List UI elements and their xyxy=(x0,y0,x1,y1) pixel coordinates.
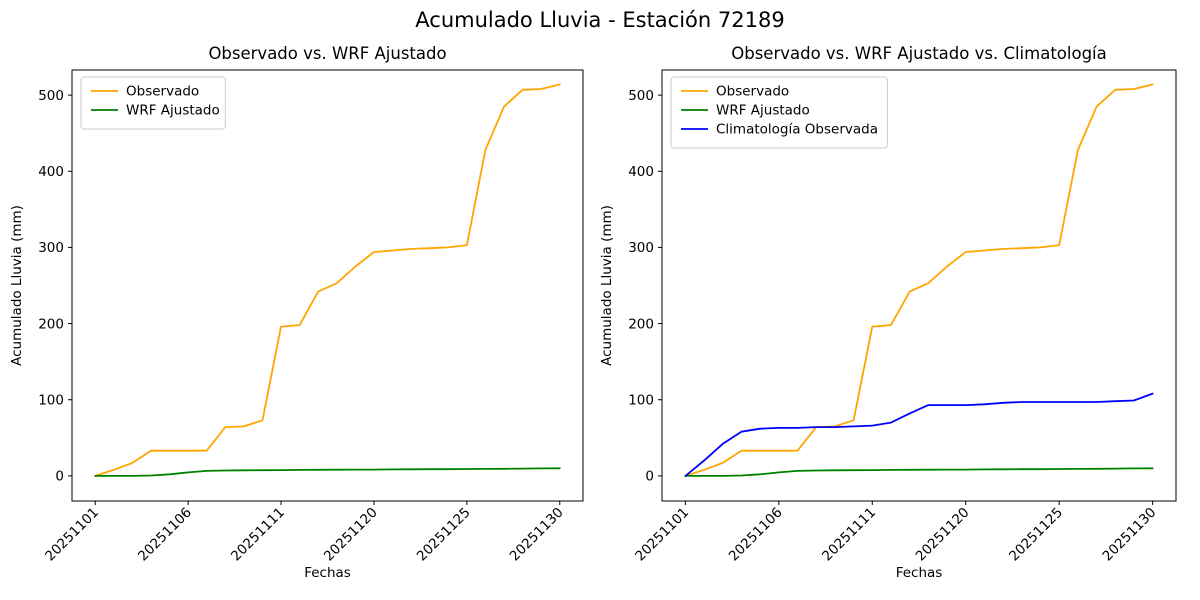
legend: Observado WRF Ajustado Climatología Observ… xyxy=(670,76,888,149)
y-tick-label: 500 xyxy=(38,88,64,104)
legend: Observado WRF Ajustado xyxy=(80,76,226,130)
y-tick-label: 200 xyxy=(38,316,64,332)
x-tick-label: 20251120 xyxy=(321,505,381,565)
climatologia-observada-line xyxy=(684,392,1154,477)
y-axis-label: Acumulado Lluvia (mm) xyxy=(599,205,615,366)
figure-title: Acumulado Lluvia - Estación 72189 xyxy=(415,8,785,32)
x-tick-label: 20251111 xyxy=(819,505,879,565)
axes-frame xyxy=(661,69,1177,502)
axes-frame xyxy=(71,69,584,502)
legend-box xyxy=(670,76,888,149)
wrf-ajustado-line xyxy=(684,467,1154,477)
legend-label: Observado xyxy=(716,84,789,100)
legend-label: Climatología Observada xyxy=(716,122,878,138)
legend-box xyxy=(80,76,226,130)
subplot-title: Observado vs. WRF Ajustado vs. Climatolo… xyxy=(731,44,1107,63)
x-tick-label: 20251130 xyxy=(507,505,567,565)
observado-line xyxy=(684,83,1154,477)
x-tick-label: 20251106 xyxy=(726,505,786,565)
x-axis-label: Fechas xyxy=(896,565,943,581)
x-axis-label: Fechas xyxy=(304,565,351,581)
x-tick-label: 20251125 xyxy=(414,505,474,565)
observado-line xyxy=(94,83,561,477)
y-axis-label: Acumulado Lluvia (mm) xyxy=(9,205,25,366)
y-tick-label: 500 xyxy=(628,88,654,104)
y-tick-label: 400 xyxy=(628,164,654,180)
x-tick-label: 20251106 xyxy=(135,505,195,565)
legend-label: WRF Ajustado xyxy=(126,103,220,119)
wrf-ajustado-line xyxy=(94,467,561,477)
y-tick-label: 100 xyxy=(628,392,654,408)
y-tick-label: 300 xyxy=(628,240,654,256)
legend-label: Observado xyxy=(126,84,199,100)
x-tick-label: 20251120 xyxy=(913,505,973,565)
y-tick-label: 200 xyxy=(628,316,654,332)
legend-label: WRF Ajustado xyxy=(716,103,810,119)
x-tick-label: 20251101 xyxy=(632,505,692,565)
y-tick-label: 0 xyxy=(55,469,64,485)
y-tick-label: 400 xyxy=(38,164,64,180)
y-tick-label: 300 xyxy=(38,240,64,256)
x-tick-label: 20251130 xyxy=(1100,505,1160,565)
x-tick-label: 20251111 xyxy=(228,505,288,565)
y-tick-label: 0 xyxy=(645,469,654,485)
x-tick-label: 20251125 xyxy=(1006,505,1066,565)
x-tick-label: 20251101 xyxy=(42,505,102,565)
subplot-title: Observado vs. WRF Ajustado xyxy=(208,44,446,63)
subplot-observado-vs-wrf-ajustado: Observado vs. WRF Ajustado 0 100 200 300 400 5… xyxy=(9,44,584,581)
y-tick-label: 100 xyxy=(38,392,64,408)
subplot-observado-vs-wrf-ajustado-vs-climatologia: Observado vs. WRF Ajustado vs. Climatolo… xyxy=(599,44,1177,581)
